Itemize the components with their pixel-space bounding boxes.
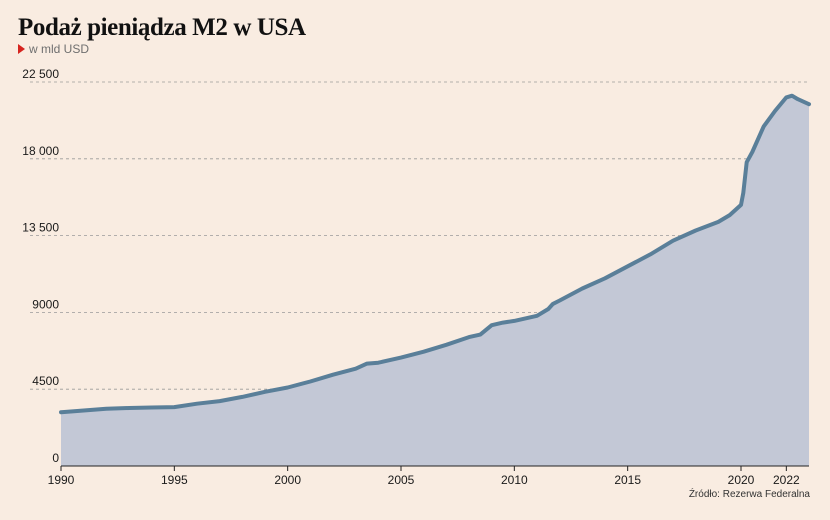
y-axis-labels: 0 4500 9000 13 500 18 000 22 500 <box>22 67 59 465</box>
m2-line <box>59 93 811 415</box>
y-tick-label-9000: 9000 <box>32 297 59 311</box>
x-tick-label-2015: 2015 <box>614 473 641 487</box>
source-note: Źródło: Rezerwa Federalna <box>688 489 810 500</box>
x-tick-label-1995: 1995 <box>161 473 188 487</box>
x-tick-label-2005: 2005 <box>388 473 415 487</box>
y-tick-label-22500: 22 500 <box>22 67 59 81</box>
y-tick-label-4500: 4500 <box>32 374 59 388</box>
unit-label: w mld USD <box>29 42 90 56</box>
y-tick-label-0: 0 <box>52 451 59 465</box>
chart-subtitle: w mld USD <box>18 42 89 56</box>
y-tick-label-18000: 18 000 <box>22 144 59 158</box>
x-tick-label-2022: 2022 <box>773 473 800 487</box>
x-tick-label-2020: 2020 <box>728 473 755 487</box>
m2-area <box>61 95 809 466</box>
x-tick-label-1990: 1990 <box>48 473 75 487</box>
x-axis-ticks: 1990 1995 2000 2005 2010 2015 2020 2022 <box>48 466 800 487</box>
x-tick-label-2000: 2000 <box>274 473 301 487</box>
triangle-marker-icon <box>18 44 25 54</box>
chart-title: Podaż pieniądza M2 w USA <box>18 14 306 41</box>
x-tick-label-2010: 2010 <box>501 473 528 487</box>
y-tick-label-13500: 13 500 <box>22 221 59 235</box>
